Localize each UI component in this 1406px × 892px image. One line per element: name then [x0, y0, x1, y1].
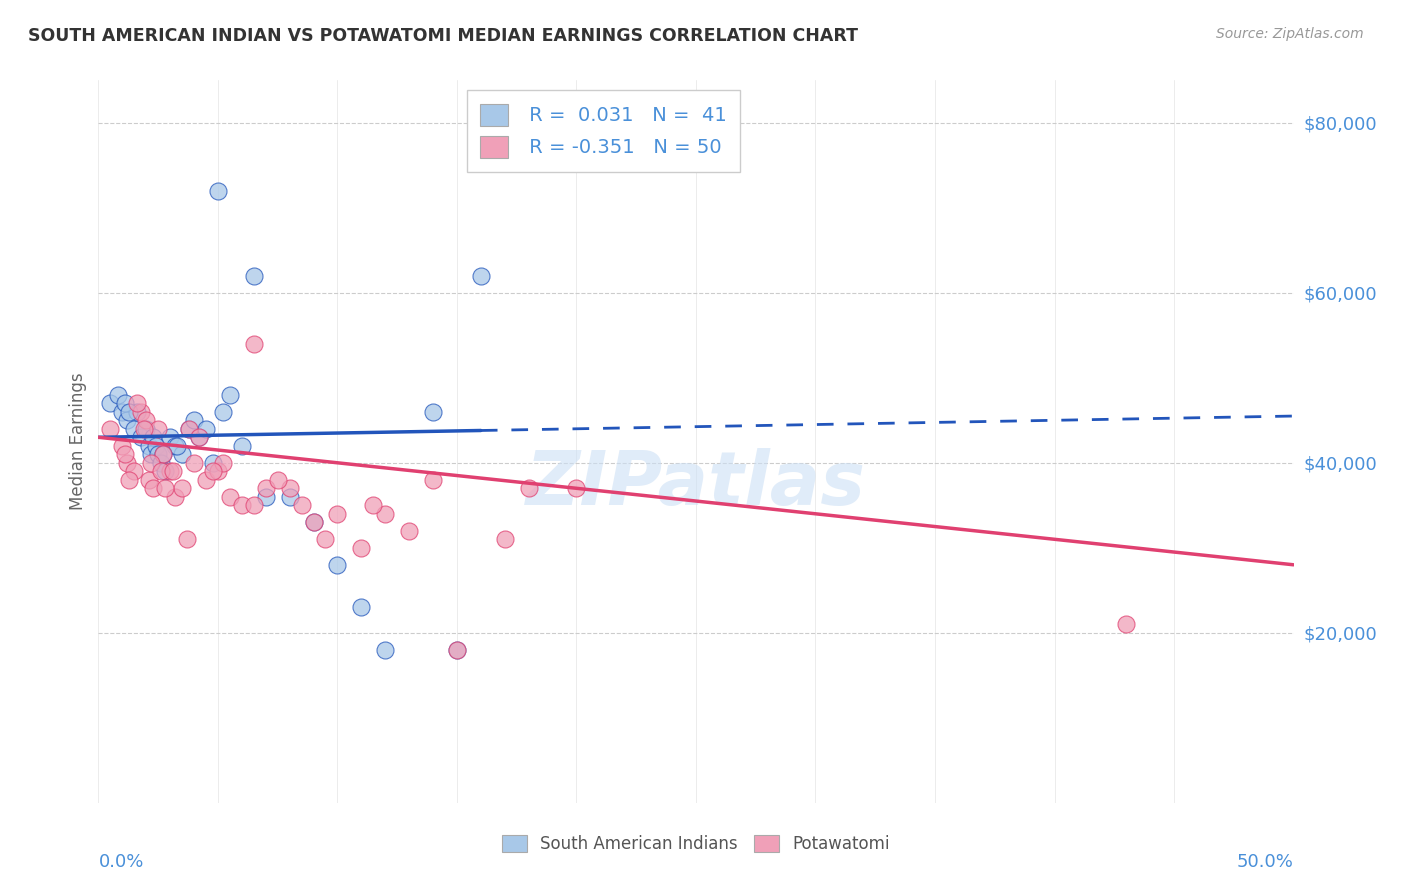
- Point: [135, 413, 157, 427]
- Point: [291, 498, 314, 512]
- Point: [326, 507, 349, 521]
- Point: [195, 473, 218, 487]
- Point: [219, 388, 242, 402]
- Point: [243, 498, 266, 512]
- Point: [152, 447, 174, 461]
- Text: ZIPatlas: ZIPatlas: [526, 449, 866, 522]
- Point: [211, 456, 233, 470]
- Point: [187, 430, 209, 444]
- Point: [195, 422, 218, 436]
- Point: [142, 430, 165, 444]
- Point: [183, 456, 205, 470]
- Point: [254, 490, 277, 504]
- Point: [132, 422, 155, 436]
- Point: [254, 481, 277, 495]
- Point: [148, 422, 170, 436]
- Point: [211, 405, 233, 419]
- Point: [350, 541, 373, 555]
- Point: [470, 268, 492, 283]
- Point: [231, 498, 253, 512]
- Legend: South American Indians, Potawatomi: South American Indians, Potawatomi: [495, 828, 897, 860]
- Point: [131, 430, 153, 444]
- Point: [159, 464, 181, 478]
- Point: [172, 447, 194, 461]
- Point: [138, 439, 160, 453]
- Text: SOUTH AMERICAN INDIAN VS POTAWATOMI MEDIAN EARNINGS CORRELATION CHART: SOUTH AMERICAN INDIAN VS POTAWATOMI MEDI…: [28, 27, 858, 45]
- Text: 50.0%: 50.0%: [1237, 854, 1294, 871]
- Point: [202, 456, 225, 470]
- Point: [145, 439, 167, 453]
- Point: [243, 336, 266, 351]
- Point: [149, 464, 172, 478]
- Point: [278, 490, 301, 504]
- Point: [159, 430, 181, 444]
- Point: [278, 481, 301, 495]
- Point: [398, 524, 420, 538]
- Point: [494, 533, 516, 547]
- Point: [124, 464, 146, 478]
- Point: [243, 268, 266, 283]
- Point: [118, 405, 141, 419]
- Point: [179, 422, 201, 436]
- Point: [202, 464, 225, 478]
- Point: [149, 456, 172, 470]
- Point: [302, 516, 325, 530]
- Point: [517, 481, 540, 495]
- Point: [422, 405, 444, 419]
- Point: [187, 430, 209, 444]
- Point: [115, 413, 138, 427]
- Point: [363, 498, 385, 512]
- Point: [125, 396, 148, 410]
- Point: [98, 396, 122, 410]
- Point: [148, 447, 170, 461]
- Point: [163, 439, 186, 453]
- Point: [111, 405, 134, 419]
- Point: [183, 413, 205, 427]
- Point: [1115, 617, 1137, 632]
- Point: [118, 473, 141, 487]
- Point: [374, 642, 396, 657]
- Point: [163, 490, 186, 504]
- Point: [98, 422, 122, 436]
- Point: [302, 516, 325, 530]
- Point: [124, 422, 146, 436]
- Point: [267, 473, 290, 487]
- Point: [138, 473, 160, 487]
- Point: [107, 388, 129, 402]
- Point: [231, 439, 253, 453]
- Point: [155, 481, 177, 495]
- Point: [125, 405, 148, 419]
- Point: [207, 184, 229, 198]
- Point: [179, 422, 201, 436]
- Point: [155, 464, 177, 478]
- Point: [350, 600, 373, 615]
- Point: [111, 439, 134, 453]
- Point: [326, 558, 349, 572]
- Point: [139, 456, 162, 470]
- Point: [114, 396, 136, 410]
- Text: Source: ZipAtlas.com: Source: ZipAtlas.com: [1216, 27, 1364, 41]
- Point: [131, 405, 153, 419]
- Y-axis label: Median Earnings: Median Earnings: [69, 373, 87, 510]
- Point: [142, 481, 165, 495]
- Point: [422, 473, 444, 487]
- Point: [152, 447, 174, 461]
- Point: [446, 642, 468, 657]
- Point: [176, 533, 198, 547]
- Point: [162, 464, 184, 478]
- Point: [139, 447, 162, 461]
- Point: [219, 490, 242, 504]
- Point: [135, 422, 157, 436]
- Point: [207, 464, 229, 478]
- Point: [166, 439, 188, 453]
- Text: 0.0%: 0.0%: [98, 854, 143, 871]
- Point: [565, 481, 588, 495]
- Point: [114, 447, 136, 461]
- Point: [374, 507, 396, 521]
- Point: [446, 642, 468, 657]
- Point: [315, 533, 337, 547]
- Point: [172, 481, 194, 495]
- Point: [115, 456, 138, 470]
